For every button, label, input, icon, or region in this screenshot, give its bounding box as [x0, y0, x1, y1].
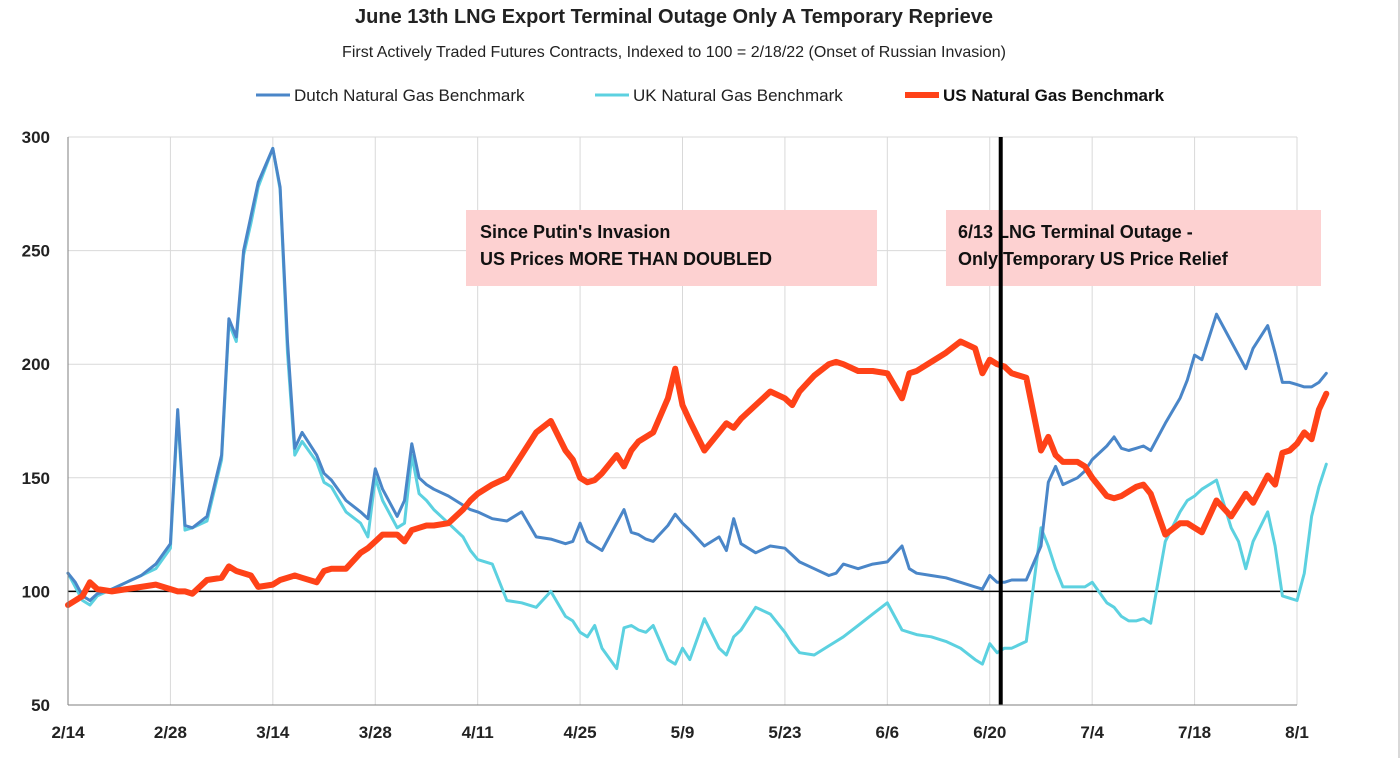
axes	[67, 137, 1297, 706]
lng-outage-box-line-2: Only Temporary US Price Relief	[958, 249, 1229, 269]
y-tick-250: 250	[22, 242, 50, 261]
x-tick-3-14: 3/14	[256, 723, 290, 742]
since-putin-box-line-1: Since Putin's Invasion	[480, 222, 670, 242]
legend-label-uk: UK Natural Gas Benchmark	[633, 86, 843, 105]
x-tick-7-4: 7/4	[1080, 723, 1104, 742]
x-tick-5-9: 5/9	[671, 723, 695, 742]
lng-outage-box-line-1: 6/13 LNG Terminal Outage -	[958, 222, 1193, 242]
x-tick-4-11: 4/11	[462, 723, 494, 742]
series-line-dutch	[66, 146, 1328, 602]
y-tick-50: 50	[31, 696, 50, 715]
x-tick-7-18: 7/18	[1178, 723, 1211, 742]
x-tick-4-25: 4/25	[564, 723, 597, 742]
y-tick-200: 200	[22, 355, 50, 374]
legend-label-us: US Natural Gas Benchmark	[943, 86, 1165, 105]
annotations: Since Putin's Invasion US Prices MORE THA…	[466, 210, 1321, 286]
legend: Dutch Natural Gas Benchmark UK Natural G…	[256, 86, 1165, 105]
lng-outage-box	[946, 210, 1321, 286]
x-tick-5-23: 5/23	[768, 723, 801, 742]
chart-title: June 13th LNG Export Terminal Outage Onl…	[355, 6, 993, 28]
series-lines	[65, 146, 1330, 671]
x-tick-2-28: 2/28	[154, 723, 187, 742]
y-tick-labels: 50 100 150 200 250 300	[22, 128, 50, 715]
y-tick-150: 150	[22, 469, 50, 488]
chart-subtitle: First Actively Traded Futures Contracts,…	[342, 44, 1006, 61]
y-tick-100: 100	[22, 582, 50, 601]
x-tick-6-6: 6/6	[876, 723, 900, 742]
y-tick-300: 300	[22, 128, 50, 147]
since-putin-box-line-2: US Prices MORE THAN DOUBLED	[480, 249, 772, 269]
legend-label-dutch: Dutch Natural Gas Benchmark	[294, 86, 525, 105]
x-tick-8-1: 8/1	[1285, 723, 1309, 742]
x-tick-labels: 2/14 2/28 3/14 3/28 4/11 4/25 5/9 5/23 6/6 6/20 7/…	[51, 723, 1308, 742]
x-tick-2-14: 2/14	[51, 723, 85, 742]
x-tick-3-28: 3/28	[359, 723, 392, 742]
right-frame-border	[1398, 0, 1400, 758]
series-line-us	[65, 338, 1330, 608]
x-tick-6-20: 6/20	[973, 723, 1006, 742]
since-putin-box	[466, 210, 877, 286]
